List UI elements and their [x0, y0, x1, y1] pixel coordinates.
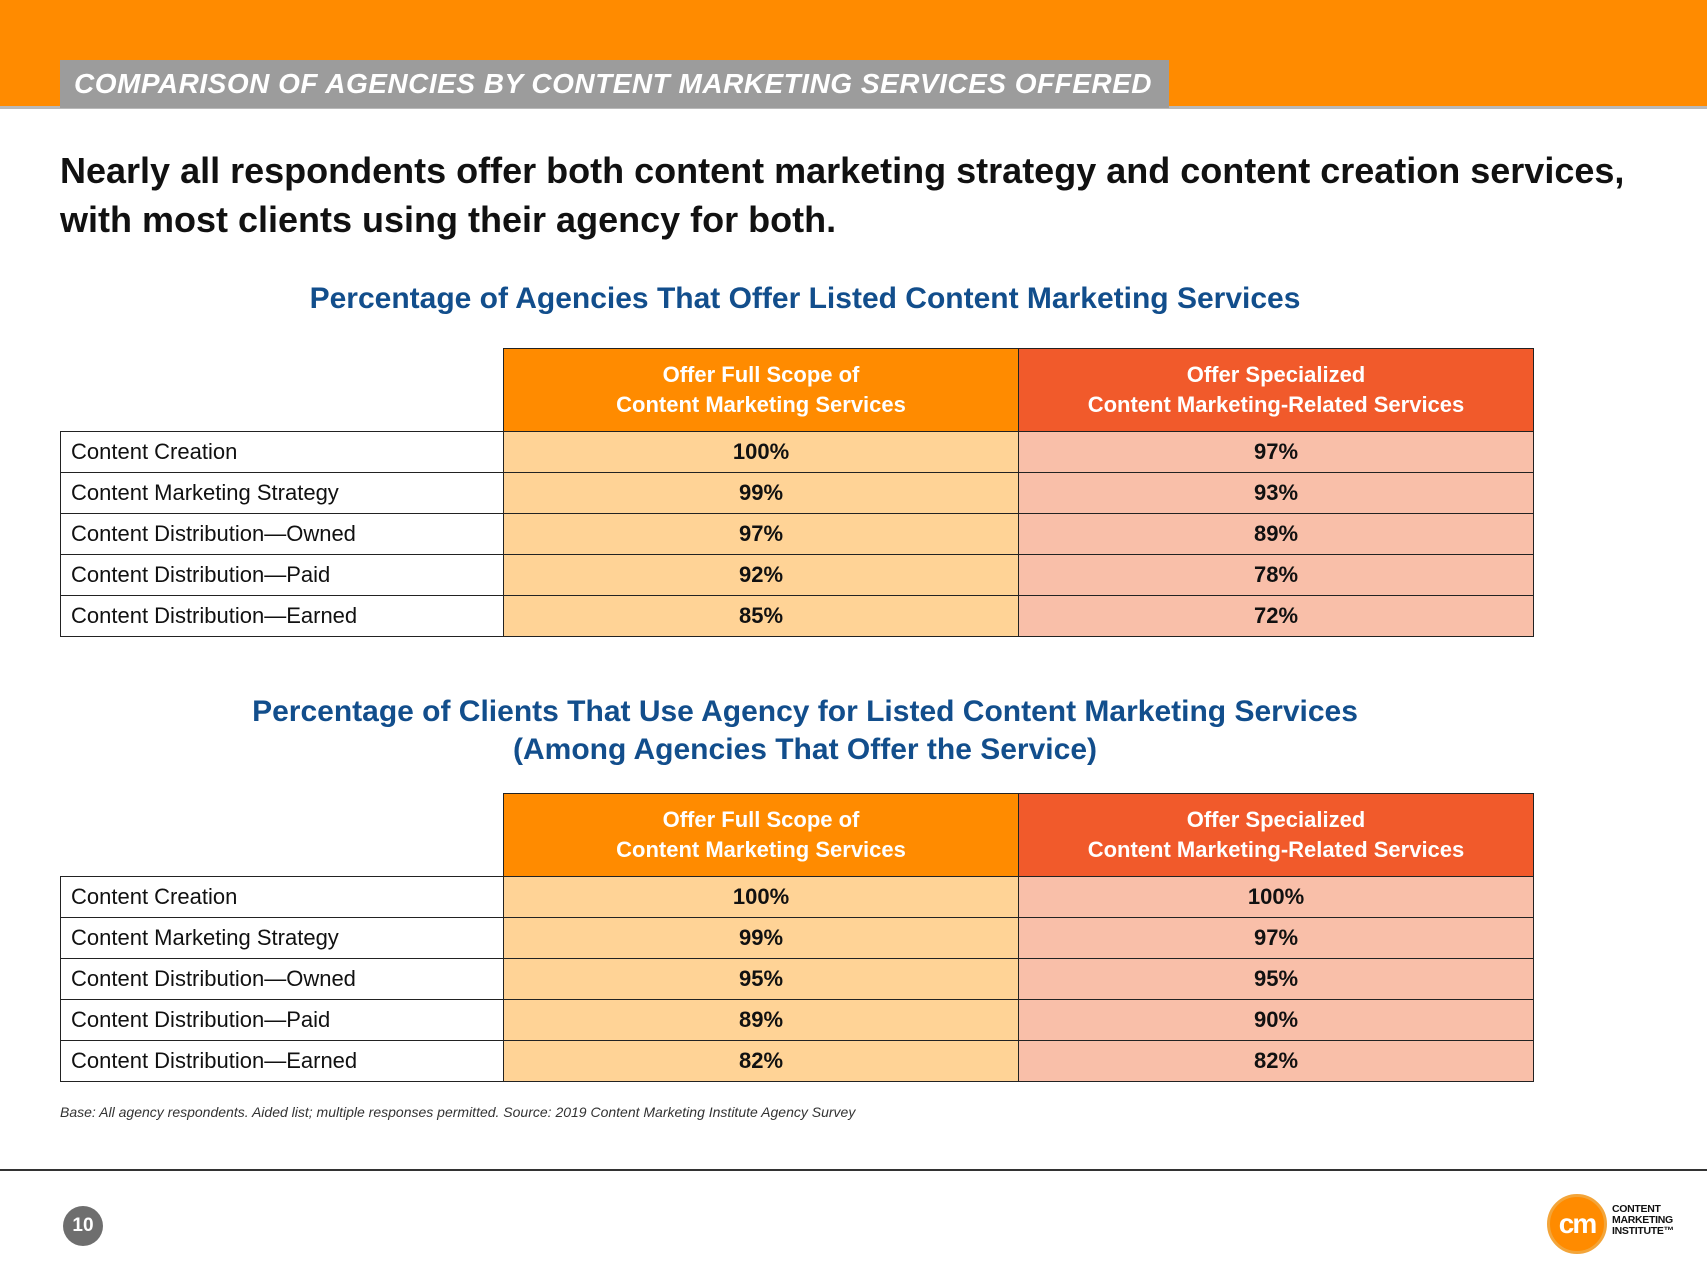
table-row: Content Distribution—Earned 82% 82%: [60, 1040, 1534, 1082]
value-full-scope: 100%: [503, 876, 1019, 918]
value-specialized: 97%: [1018, 917, 1534, 959]
table-row: Content Creation 100% 97%: [60, 431, 1534, 473]
table2-header-full-scope: Offer Full Scope of Content Marketing Se…: [503, 793, 1019, 877]
logo-line: INSTITUTE™: [1612, 1225, 1674, 1237]
value-specialized: 78%: [1018, 554, 1534, 596]
row-label: Content Distribution—Earned: [60, 595, 504, 637]
value-specialized: 97%: [1018, 431, 1534, 473]
clients-use-table: Offer Full Scope of Content Marketing Se…: [60, 793, 1534, 1082]
table-row: Content Distribution—Earned 85% 72%: [60, 595, 1534, 637]
table2-header-specialized: Offer Specialized Content Marketing-Rela…: [1018, 793, 1534, 877]
table-row: Content Marketing Strategy 99% 93%: [60, 472, 1534, 514]
value-full-scope: 92%: [503, 554, 1019, 596]
row-label: Content Creation: [60, 876, 504, 918]
table2-title-line-2: (Among Agencies That Offer the Service): [512, 733, 1097, 766]
cmi-logo-mark: cm: [1547, 1194, 1607, 1254]
table1-title: Percentage of Agencies That Offer Listed…: [309, 282, 1301, 315]
value-full-scope: 95%: [503, 958, 1019, 1000]
headline: Nearly all respondents offer both conten…: [60, 146, 1660, 244]
table1-corner: [61, 349, 504, 432]
value-specialized: 93%: [1018, 472, 1534, 514]
table2-corner: [61, 794, 504, 877]
row-label: Content Distribution—Paid: [60, 554, 504, 596]
header-line: Offer Specialized: [1186, 362, 1366, 387]
header-line: Content Marketing-Related Services: [1087, 392, 1465, 417]
header-line: Content Marketing Services: [616, 392, 906, 417]
value-specialized: 95%: [1018, 958, 1534, 1000]
table-row: Content Creation 100% 100%: [60, 876, 1534, 918]
value-full-scope: 99%: [503, 472, 1019, 514]
value-specialized: 100%: [1018, 876, 1534, 918]
cmi-logo: cm CONTENT MARKETING INSTITUTE™: [1544, 1192, 1694, 1260]
page-number: 10: [63, 1206, 103, 1246]
logo-line: CONTENT: [1612, 1203, 1661, 1215]
value-full-scope: 100%: [503, 431, 1019, 473]
row-label: Content Distribution—Owned: [60, 958, 504, 1000]
header-line: Content Marketing-Related Services: [1087, 837, 1465, 862]
table-row: Content Distribution—Owned 95% 95%: [60, 958, 1534, 1000]
value-specialized: 89%: [1018, 513, 1534, 555]
header-line: Content Marketing Services: [616, 837, 906, 862]
page-title: COMPARISON OF AGENCIES BY CONTENT MARKET…: [60, 60, 1170, 108]
row-label: Content Distribution—Paid: [60, 999, 504, 1041]
header-line: Offer Full Scope of: [662, 362, 860, 387]
value-full-scope: 82%: [503, 1040, 1019, 1082]
cmi-logo-wordmark: CONTENT MARKETING INSTITUTE™: [1612, 1204, 1674, 1237]
row-label: Content Marketing Strategy: [60, 917, 504, 959]
table1-header-specialized: Offer Specialized Content Marketing-Rela…: [1018, 348, 1534, 432]
value-full-scope: 97%: [503, 513, 1019, 555]
footer-divider: [0, 1169, 1707, 1171]
table1-header-full-scope: Offer Full Scope of Content Marketing Se…: [503, 348, 1019, 432]
headline-line-1: Nearly all respondents offer both conten…: [60, 150, 1625, 191]
value-full-scope: 99%: [503, 917, 1019, 959]
header-line: Offer Full Scope of: [662, 807, 860, 832]
table-row: Content Marketing Strategy 99% 97%: [60, 917, 1534, 959]
value-specialized: 82%: [1018, 1040, 1534, 1082]
logo-line: MARKETING: [1612, 1214, 1673, 1226]
value-full-scope: 85%: [503, 595, 1019, 637]
table2-title-line-1: Percentage of Clients That Use Agency fo…: [252, 695, 1358, 728]
value-specialized: 72%: [1018, 595, 1534, 637]
row-label: Content Marketing Strategy: [60, 472, 504, 514]
value-specialized: 90%: [1018, 999, 1534, 1041]
headline-line-2: with most clients using their agency for…: [60, 199, 837, 240]
table2-title: Percentage of Clients That Use Agency fo…: [0, 693, 1610, 769]
row-label: Content Distribution—Earned: [60, 1040, 504, 1082]
source-footnote: Base: All agency respondents. Aided list…: [60, 1104, 856, 1120]
header-line: Offer Specialized: [1186, 807, 1366, 832]
table-row: Content Distribution—Owned 97% 89%: [60, 513, 1534, 555]
row-label: Content Distribution—Owned: [60, 513, 504, 555]
agencies-offer-table: Offer Full Scope of Content Marketing Se…: [60, 348, 1534, 637]
value-full-scope: 89%: [503, 999, 1019, 1041]
table-row: Content Distribution—Paid 89% 90%: [60, 999, 1534, 1041]
table-row: Content Distribution—Paid 92% 78%: [60, 554, 1534, 596]
row-label: Content Creation: [60, 431, 504, 473]
